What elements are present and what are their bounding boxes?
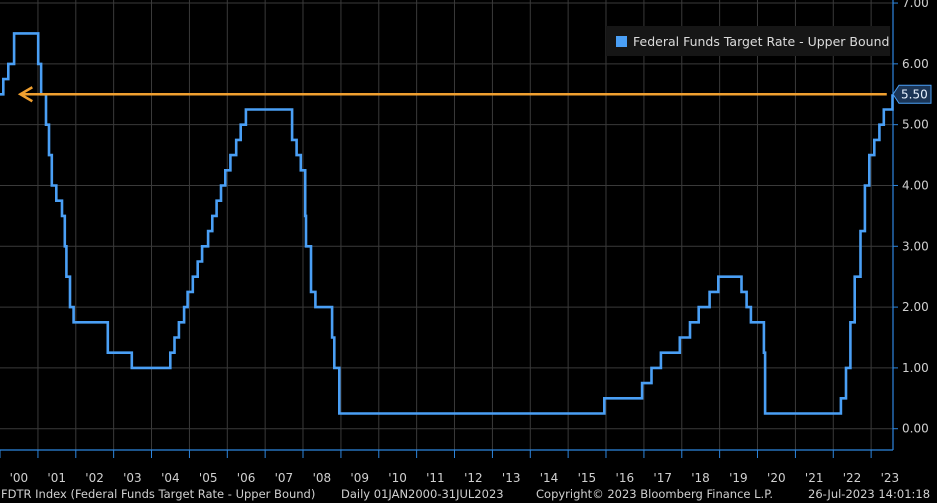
x-tick-label: '04	[161, 471, 180, 485]
x-tick-label: '18	[691, 471, 710, 485]
x-tick-label: '03	[123, 471, 142, 485]
x-tick-label: '15	[578, 471, 597, 485]
y-tick-label: 7.00	[902, 0, 929, 10]
legend-label: Federal Funds Target Rate - Upper Bound	[633, 33, 890, 49]
x-tick-label: '10	[388, 471, 407, 485]
footer-timestamp: 26-Jul-2023 14:01:18	[808, 487, 931, 501]
y-tick-label: 3.00	[902, 239, 929, 253]
y-tick-label: 4.00	[902, 178, 929, 192]
x-tick-label: '16	[616, 471, 635, 485]
x-tick-label: '22	[843, 471, 862, 485]
y-tick-label: 6.00	[902, 57, 929, 71]
last-value-label: 5.50	[901, 87, 928, 101]
y-tick-label: 5.00	[902, 118, 929, 132]
last-value-tag	[892, 84, 932, 104]
x-tick-label: '08	[313, 471, 332, 485]
chart-legend: Federal Funds Target Rate - Upper Bound	[606, 26, 890, 56]
x-tick-label: '19	[729, 471, 748, 485]
x-tick-label: '11	[426, 471, 445, 485]
x-tick-label: '01	[47, 471, 66, 485]
y-tick-label: 1.00	[902, 361, 929, 375]
x-tick-label: '07	[275, 471, 294, 485]
footer-ticker: FDTR Index (Federal Funds Target Rate - …	[1, 487, 316, 501]
series-line	[0, 32, 894, 415]
y-tick-label: 2.00	[902, 300, 929, 314]
footer-range: Daily 01JAN2000-31JUL2023	[341, 487, 504, 501]
x-tick-label: '23	[881, 471, 900, 485]
x-tick-label: '06	[237, 471, 256, 485]
footer-bar: FDTR Index (Federal Funds Target Rate - …	[0, 484, 937, 503]
footer-copyright: Copyright© 2023 Bloomberg Finance L.P.	[536, 487, 773, 501]
x-tick-label: '12	[464, 471, 483, 485]
legend-swatch	[616, 35, 627, 47]
x-tick-label: '05	[199, 471, 218, 485]
x-tick-label: '20	[767, 471, 786, 485]
x-tick-label: '17	[653, 471, 672, 485]
x-tick-label: '00	[10, 471, 29, 485]
x-tick-label: '09	[350, 471, 369, 485]
x-tick-label: '14	[540, 471, 559, 485]
x-tick-label: '02	[85, 471, 104, 485]
x-tick-label: '13	[502, 471, 521, 485]
annotation-arrowhead	[17, 86, 33, 103]
y-tick-label: 0.00	[902, 422, 929, 436]
x-tick-label: '21	[805, 471, 824, 485]
